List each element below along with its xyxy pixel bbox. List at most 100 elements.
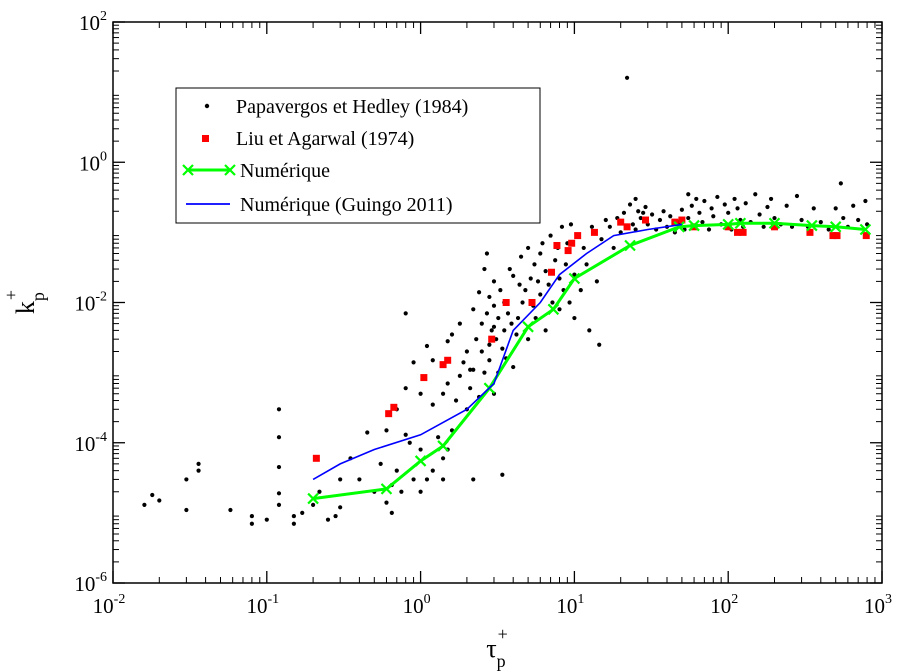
data-point-papavergos [587,328,592,333]
data-point-papavergos [572,315,577,321]
series-2 [307,217,872,505]
data-point-papavergos [578,288,583,293]
data-point-liu [806,228,814,236]
data-point-papavergos [449,332,455,337]
data-point-papavergos [411,360,416,365]
data-point-papavergos [543,269,548,274]
data-point-papavergos [407,440,412,445]
data-point-papavergos [711,214,716,219]
data-point-papavergos [378,461,383,466]
legend: Papavergos et Hedley (1984) Liu et Agarw… [175,87,541,224]
data-point-papavergos [753,192,758,197]
data-point-papavergos [627,202,633,207]
data-point-papavergos [535,279,541,284]
data-point-papavergos [440,391,446,396]
data-point-papavergos [661,209,666,214]
data-point-papavergos [643,204,648,210]
data-point-papavergos [856,217,861,223]
data-point-papavergos [491,279,497,284]
data-point-papavergos [479,349,484,354]
data-point-numerique [734,217,747,230]
y-tick-label: 102 [79,9,107,35]
data-point-liu [829,232,837,240]
data-point-papavergos [538,251,543,256]
data-point-papavergos [489,328,494,333]
data-point-papavergos [603,217,608,223]
data-point-papavergos [624,75,630,80]
data-point-papavergos [686,192,691,197]
minor-ticks [113,22,882,583]
data-point-papavergos [150,492,155,498]
data-point-papavergos [589,224,595,229]
data-point-papavergos [471,307,476,312]
major-ticks [112,21,883,584]
data-point-papavergos [649,212,655,217]
data-point-papavergos [384,500,389,505]
data-point-papavergos [518,254,524,259]
data-point-papavergos [657,217,663,223]
data-point-papavergos [636,209,641,214]
data-point-liu [444,356,452,364]
data-point-papavergos [709,206,714,211]
data-point-papavergos [500,472,505,477]
data-point-papavergos [557,307,562,312]
data-point-papavergos [633,196,638,202]
data-point-liu [734,228,742,236]
data-point-papavergos [546,282,551,287]
x-tick-labels: 10-2 10-1 100 101 102 103 [93,592,892,618]
data-point-liu [590,228,598,236]
data-point-papavergos [357,477,362,482]
data-point-papavergos [794,193,800,199]
data-point-papavergos [641,210,646,215]
data-point-papavergos [638,215,643,221]
legend-label-liu: Liu et Agarwal (1974) [236,128,414,150]
data-point-liu [833,232,841,240]
data-point-papavergos [196,468,201,473]
data-point-papavergos [484,311,490,316]
data-point-liu [420,374,428,382]
data-point-papavergos [668,214,673,219]
data-point-papavergos [365,430,370,435]
data-point-papavergos [621,210,627,215]
data-point-papavergos [768,196,774,202]
data-point-numerique [859,223,872,236]
data-point-liu [678,216,686,224]
data-point-papavergos [826,227,831,232]
legend-marker-numerique-2 [224,164,236,176]
data-point-papavergos [471,477,476,482]
data-point-papavergos [276,407,282,412]
data-point-liu [528,299,536,306]
data-point-papavergos [440,477,446,482]
series-3 [312,223,683,481]
data-point-papavergos [526,337,531,342]
data-point-liu [739,228,747,236]
data-point-liu [390,403,398,411]
data-point-papavergos [457,373,462,378]
data-point-papavergos [851,203,856,208]
data-point-numerique [688,219,700,232]
data-point-papavergos [502,328,507,333]
data-point-papavergos [553,258,558,263]
data-point-numerique [568,272,581,285]
data-point-papavergos [568,222,574,227]
data-point-papavergos [507,266,512,272]
data-point-papavergos [550,300,555,305]
legend-marker-numerique-1 [182,164,194,176]
data-point-papavergos [599,237,604,242]
y-tick-label: 100 [79,149,107,175]
data-point-papavergos [424,343,430,349]
data-point-papavergos [515,315,521,321]
data-point-papavergos [445,381,450,386]
data-point-papavergos [526,245,531,251]
data-point-papavergos [700,220,705,225]
data-point-papavergos [399,489,404,494]
data-point-papavergos [184,477,189,482]
y-tick-label: 10-6 [74,570,107,596]
data-point-papavergos [440,456,446,461]
data-point-papavergos [633,227,638,232]
data-point-liu [312,454,320,462]
data-point-papavergos [514,332,519,337]
data-point-numerique [722,218,734,231]
data-point-papavergos [430,468,435,473]
